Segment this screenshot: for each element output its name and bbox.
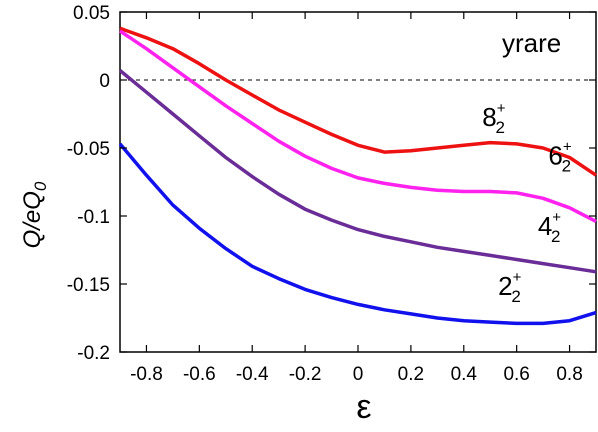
y-tick-label: -0.2 bbox=[77, 343, 110, 364]
y-axis-title: Q/eQ0 bbox=[19, 181, 50, 248]
x-tick-label: 0 bbox=[353, 364, 364, 385]
series-line-8-2 bbox=[119, 26, 597, 177]
x-tick-label: -0.4 bbox=[236, 364, 269, 385]
y-tick-label: -0.1 bbox=[77, 207, 110, 228]
y-tick-label: 0.05 bbox=[73, 3, 110, 24]
x-ticks-group: -0.8 -0.6 -0.4 -0.2 0 0.2 0.4 0.6 0.8 bbox=[130, 12, 583, 385]
y-ticks-group: 0.05 0 -0.05 -0.1 -0.15 -0.2 bbox=[67, 3, 596, 364]
x-tick-label: 0.2 bbox=[398, 364, 424, 385]
y-axis-title-sub: 0 bbox=[31, 181, 50, 191]
series-line-2-2 bbox=[118, 142, 597, 326]
x-axis-title: ε bbox=[356, 388, 371, 426]
x-tick-label: -0.8 bbox=[130, 364, 163, 385]
series-group bbox=[118, 26, 597, 326]
x-tick-label: 0.4 bbox=[451, 364, 478, 385]
series-label-4-2: 4+ 2 bbox=[538, 209, 561, 246]
series-label-2-2: 2+ 2 bbox=[498, 269, 521, 306]
x-tick-label: 0.8 bbox=[556, 364, 582, 385]
series-label-8-2: 8+ 2 bbox=[482, 100, 505, 137]
y-axis-title-main: Q/eQ bbox=[19, 191, 46, 248]
x-tick-label: -0.6 bbox=[183, 364, 216, 385]
y-tick-label: -0.05 bbox=[67, 139, 110, 160]
plot-frame bbox=[119, 11, 597, 353]
y-tick-label: -0.15 bbox=[67, 275, 110, 296]
x-tick-label: -0.2 bbox=[289, 364, 322, 385]
x-tick-label: 0.6 bbox=[503, 364, 529, 385]
series-line-4-2 bbox=[118, 69, 597, 274]
series-labels-group: 8+ 2 6+ 2 4+ 2 2+ 2 bbox=[482, 100, 572, 306]
plot-frame-group bbox=[119, 11, 597, 353]
annotation-yrare: yrare bbox=[502, 28, 561, 58]
series-line-6-2 bbox=[119, 29, 597, 223]
y-tick-label: 0 bbox=[99, 71, 110, 92]
series-label-6-2: 6+ 2 bbox=[548, 138, 571, 175]
